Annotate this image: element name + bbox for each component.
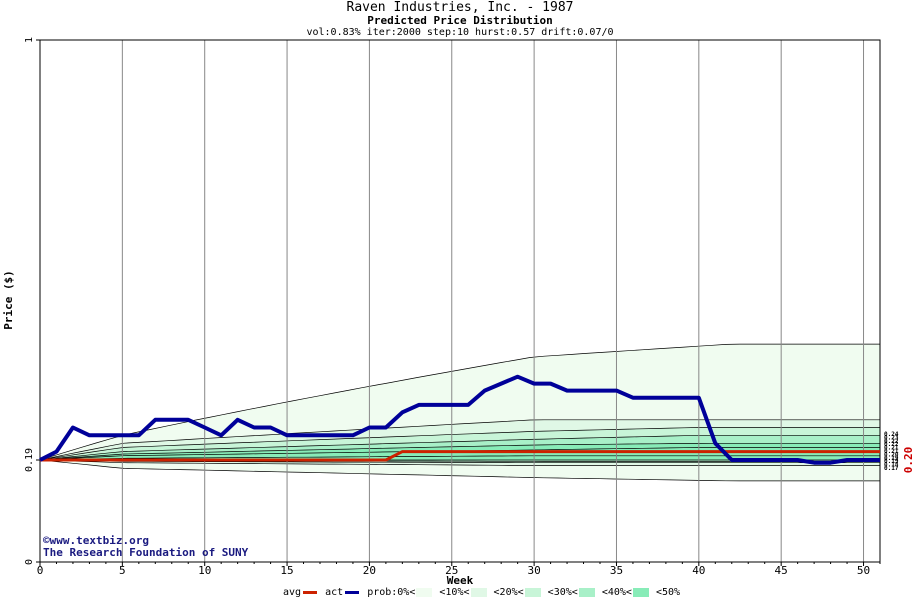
actual-line [39, 374, 880, 465]
legend-band10-swatch [470, 588, 487, 597]
x-tick-label-5: 5 [119, 564, 126, 577]
right-label-9: 0.18 [884, 462, 899, 469]
right-label-4: 0.21 [884, 445, 899, 452]
right-label-0: 0.24 [884, 431, 899, 438]
x-axis-label: Week [447, 574, 474, 587]
right-label-5: 0.21 [884, 448, 899, 455]
axis-ticks: 0 5 10 15 20 25 30 35 40 45 50 0 0.19 1 [24, 37, 881, 577]
x-tick-label-45: 45 [775, 564, 788, 577]
chart-subtitle: Predicted Price Distribution [367, 14, 553, 27]
avg-price-label: 0.20 [902, 447, 915, 474]
legend-b10-label: <10%< [439, 587, 470, 598]
legend-band0-swatch [416, 588, 433, 597]
series [39, 374, 880, 465]
x-tick-label-10: 10 [198, 564, 211, 577]
legend-b30-label: <30%< [547, 587, 578, 598]
legend-avg-swatch [303, 591, 318, 594]
avg-line [40, 450, 880, 462]
grid-lines [121, 40, 865, 562]
y-tick-label-0: 0 [24, 559, 35, 565]
x-tick-label-50: 50 [857, 564, 870, 577]
x-tick-label-0: 0 [37, 564, 44, 577]
y-axis-label: Price ($) [2, 270, 15, 330]
right-label-7: 0.19 [884, 455, 899, 462]
right-label-3: 0.22 [884, 441, 899, 448]
legend-b20-label: <20%< [493, 587, 524, 598]
legend-band20-swatch [524, 588, 541, 597]
legend-avg-label: avg [283, 587, 302, 598]
right-label-6: 0.20 [884, 451, 899, 458]
chart-title: Raven Industries, Inc. - 1987 [346, 0, 574, 15]
legend-band30-swatch [578, 588, 595, 597]
right-label-10: 0.17 [884, 465, 899, 472]
x-tick-label-30: 30 [527, 564, 540, 577]
legend-act-swatch [345, 591, 360, 594]
chart-params: vol:0.83% iter:2000 step:10 hurst:0.57 d… [306, 27, 614, 38]
legend-band40-swatch [632, 588, 649, 597]
credit-org: The Research Foundation of SUNY [43, 546, 249, 559]
x-tick-label-35: 35 [610, 564, 623, 577]
legend: avg act prob:0%< <10%< <20%< <30%< <40%<… [283, 587, 680, 599]
x-tick-label-25: 25 [445, 564, 458, 577]
y-tick-label-1: 1 [24, 37, 35, 43]
y-tick-label-0.19: 0.19 [24, 448, 35, 472]
legend-b50-label: <50% [655, 587, 681, 598]
right-label-8: 0.19 [884, 458, 899, 465]
legend-b40-label: <40%< [601, 587, 632, 598]
x-tick-label-15: 15 [280, 564, 293, 577]
plot-frame [39, 39, 881, 563]
legend-prob-label: prob:0%< [367, 587, 416, 598]
credit-url: ©www.textbiz.org [43, 534, 149, 547]
x-tick-label-40: 40 [692, 564, 705, 577]
x-tick-label-20: 20 [363, 564, 376, 577]
right-label-1: 0.23 [884, 434, 899, 441]
right-label-2: 0.22 [884, 438, 899, 445]
legend-act-label: act [325, 587, 344, 598]
right-price-labels: 0.240.230.220.220.210.210.200.190.190.18… [884, 431, 899, 472]
